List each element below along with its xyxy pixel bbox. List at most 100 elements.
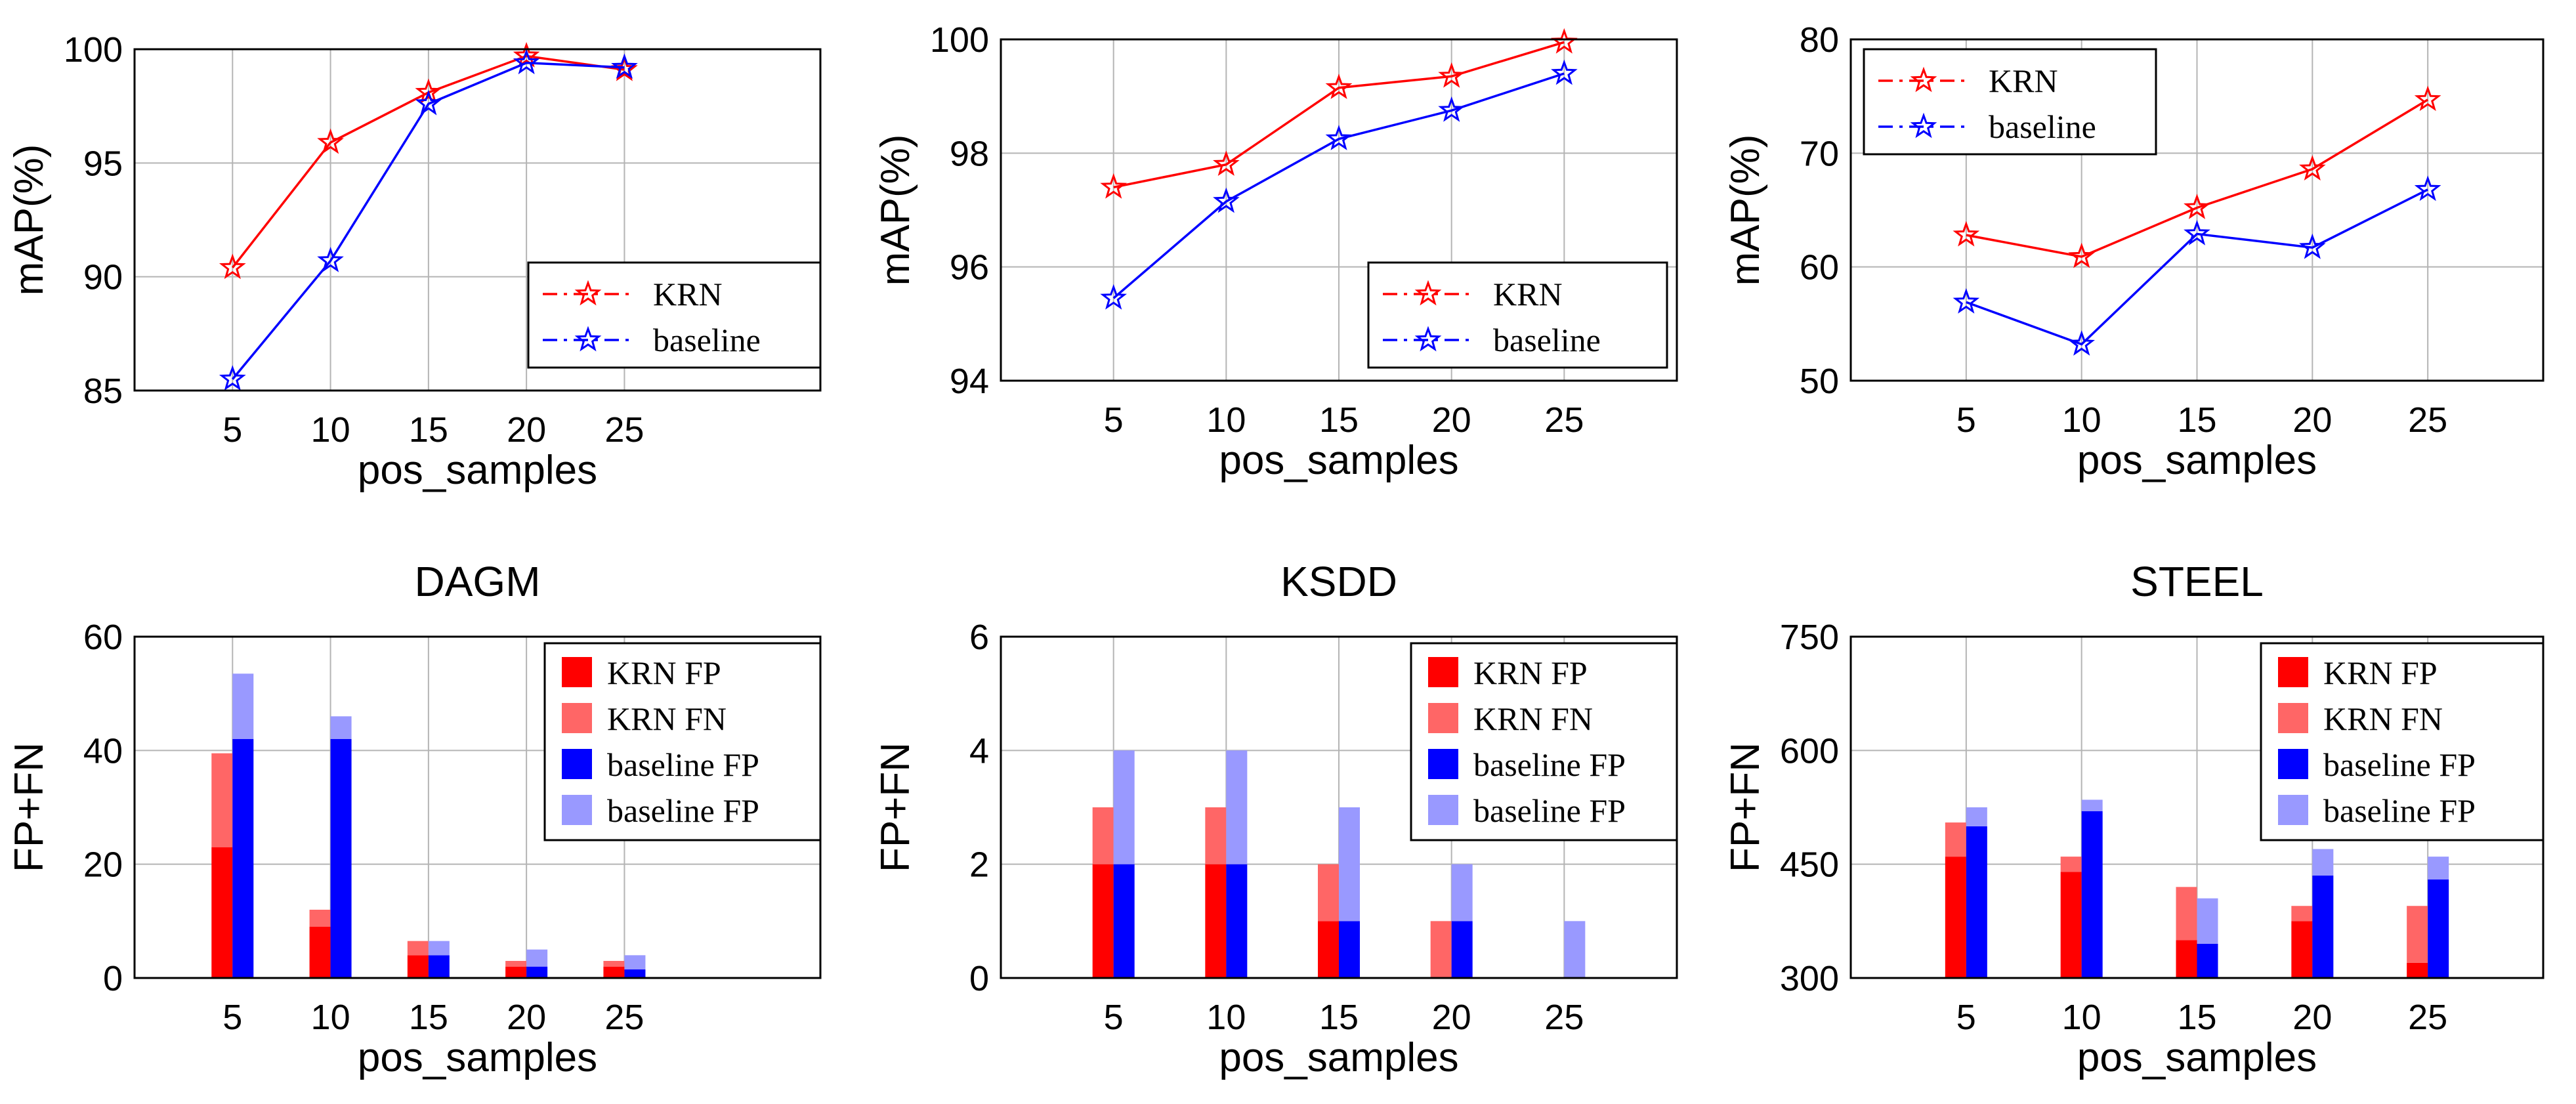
x-tick-label: 20 [1432, 400, 1471, 440]
baseline-fp-bar [2312, 876, 2334, 978]
y-tick-label: 50 [1800, 362, 1839, 401]
baseline-line [231, 62, 625, 380]
ksdd-map-chart: 5 10 15 20 25 94 96 98 100 pos_samples mAP(%) KRN ba… [873, 20, 1678, 483]
x-axis-label: pos_samples [1219, 1035, 1458, 1080]
y-tick-label: 4 [969, 731, 989, 771]
baseline-point [2068, 330, 2095, 356]
krn-fn-bar [309, 910, 331, 927]
baseline-line [1112, 72, 1565, 299]
baseline-fn-bar [1339, 807, 1360, 922]
baseline-fp-bar [2197, 944, 2218, 978]
baseline-fn-bar [1451, 864, 1473, 922]
x-axis-label: pos_samples [358, 1035, 597, 1080]
y-axis-label: mAP(%) [7, 144, 52, 296]
krn-line [1966, 98, 2429, 258]
krn-fn-bar [603, 961, 625, 967]
x-tick-label: 20 [2292, 998, 2332, 1037]
x-tick-label: 10 [2062, 998, 2101, 1037]
y-axis-label: mAP(%) [873, 135, 918, 286]
legend-label: KRN FN [1473, 700, 1593, 737]
baseline-fn-bar [1564, 921, 1586, 978]
x-tick-label: 20 [507, 998, 546, 1037]
y-tick-label: 100 [930, 20, 989, 60]
y-tick-label: 20 [83, 845, 123, 885]
y-axis-label: mAP(%) [1723, 135, 1768, 286]
x-tick-label: 25 [604, 998, 644, 1037]
baseline-fp-bar [2428, 879, 2449, 978]
krn-fn-bar [505, 961, 527, 967]
baseline-fp-bar [1339, 921, 1360, 978]
x-tick-label: 15 [1319, 400, 1359, 440]
baseline-fp-bar [428, 955, 450, 978]
baseline-point [415, 89, 442, 116]
baseline-fn-bar [2197, 898, 2218, 944]
y-tick-label: 100 [64, 30, 123, 70]
baseline-fn-bar [2081, 799, 2103, 811]
krn-point [317, 128, 344, 154]
y-tick-label: 95 [83, 144, 123, 183]
krn-fp-bar [1945, 857, 1966, 978]
dagm-map-chart: 5 10 15 20 25 85 90 95 100 pos_samples mAP(%) KRN ba… [7, 30, 822, 493]
legend-swatch [1428, 657, 1458, 687]
y-tick-label: 60 [1800, 248, 1839, 287]
x-tick-label: 25 [604, 410, 644, 450]
x-tick-label: 25 [1544, 998, 1584, 1037]
legend-label: KRN FP [607, 654, 721, 691]
x-tick-label: 5 [222, 998, 242, 1037]
legend-swatch [562, 703, 592, 733]
legend-swatch [2278, 657, 2308, 687]
krn-fn-bar [2407, 906, 2428, 963]
baseline-fn-bar [232, 673, 254, 739]
legend-label: baseline FP [1473, 792, 1626, 829]
baseline-point [1438, 96, 1465, 122]
baseline-point [219, 365, 246, 391]
baseline-point [1100, 284, 1127, 310]
y-tick-label: 40 [83, 731, 123, 771]
x-tick-label: 20 [1432, 998, 1471, 1037]
krn-fp-bar [2407, 962, 2428, 978]
legend-star [1910, 66, 1937, 93]
krn-fn-bar [1205, 807, 1227, 864]
x-axis-label: pos_samples [358, 448, 597, 493]
legend: KRN baseline [1863, 48, 2157, 156]
legend-swatch [2278, 795, 2308, 825]
y-tick-label: 450 [1780, 845, 1839, 885]
x-tick-label: 5 [1956, 998, 1976, 1037]
baseline-point [2414, 175, 2441, 202]
legend: KRN FP KRN FN baseline FP baseline FP [2260, 642, 2544, 841]
krn-point [2068, 242, 2095, 268]
steel-map-chart: 5 10 15 20 25 50 60 70 80 pos_samples mAP(%) KRN bas… [1723, 20, 2544, 483]
y-tick-label: 85 [83, 372, 123, 411]
krn-fn-bar [2176, 887, 2197, 941]
baseline-fp-bar [1113, 864, 1135, 978]
legend-label: KRN FN [607, 700, 727, 737]
legend: KRN baseline [1367, 261, 1668, 369]
legend-label: KRN [653, 276, 723, 312]
y-tick-label: 6 [969, 618, 989, 657]
baseline-fn-bar [1966, 807, 1987, 826]
krn-point [1100, 173, 1127, 199]
x-tick-label: 10 [311, 410, 350, 450]
x-tick-label: 5 [1104, 400, 1124, 440]
baseline-point [2299, 233, 2326, 259]
y-axis-label: FP+FN [7, 742, 52, 872]
chart-title: DAGM [415, 558, 541, 605]
baseline-fp-bar [232, 739, 254, 978]
legend-label: baseline [1989, 108, 2096, 145]
krn-point [2184, 194, 2210, 219]
y-tick-label: 2 [969, 845, 989, 885]
legend-label: baseline [653, 322, 761, 358]
baseline-fn-bar [2428, 857, 2449, 880]
baseline-line [1966, 188, 2428, 346]
x-tick-label: 5 [222, 410, 242, 450]
dagm-fpfn-chart: 5 10 15 20 250204060pos_samplesFP+FNDAGMKRN … [7, 558, 822, 1080]
x-axis-label: pos_samples [2077, 1035, 2317, 1080]
y-tick-label: 90 [83, 258, 123, 297]
plot-frame [1849, 38, 2544, 382]
steel-fpfn-chart: 5 10 15 20 25 300 450 600 750 pos_samples FP+FN STE… [1723, 558, 2544, 1080]
plot-frame [1000, 38, 1678, 382]
legend-box [1367, 261, 1668, 369]
krn-fp-bar [505, 966, 527, 978]
y-tick-label: 600 [1780, 731, 1839, 771]
